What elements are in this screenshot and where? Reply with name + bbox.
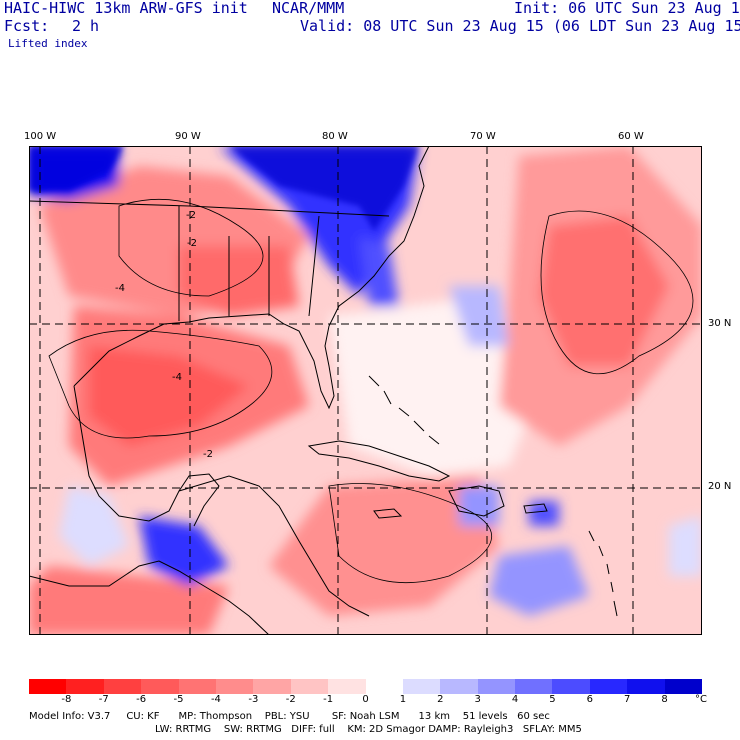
colorbar-tick-label: 7 — [624, 694, 631, 705]
map-frame — [29, 146, 702, 635]
colorbar-swatch — [402, 679, 441, 694]
contour-label: -2 — [186, 210, 196, 221]
colorbar-tick-label: 8 — [661, 694, 668, 705]
contour-label: -4 — [115, 283, 125, 294]
lon-label-60w: 60 W — [618, 131, 644, 142]
forecast-hour: 2 h — [72, 17, 100, 35]
colorbar-tick-label: -2 — [285, 694, 296, 705]
colorbar-tick-label: -6 — [136, 694, 147, 705]
colorbar-swatch — [477, 679, 516, 694]
lon-label-90w: 90 W — [175, 131, 201, 142]
colorbar-tick-label: -4 — [210, 694, 221, 705]
contour-label: -2 — [187, 238, 197, 249]
coastlines — [29, 146, 618, 635]
cold-region-northeast — [229, 146, 419, 231]
lon-label-80w: 80 W — [322, 131, 348, 142]
colorbar-swatch — [552, 679, 591, 694]
forecast-label: Fcst: — [4, 17, 50, 35]
colorbar-swatch — [141, 679, 180, 694]
colorbar-swatch — [515, 679, 553, 694]
colorbar-tick-label: 2 — [437, 694, 444, 705]
colorbar-swatch — [66, 679, 105, 694]
colorbar-swatch — [215, 679, 254, 694]
cold-region-northwest — [29, 146, 124, 191]
colorbar-swatch — [440, 679, 479, 694]
map-title: HAIC-HIWC 13km ARW-GFS init — [4, 0, 248, 17]
init-time: Init: 06 UTC Sun 23 Aug 15 — [514, 0, 740, 17]
colorbar-tick-label: 5 — [549, 694, 556, 705]
colorbar-tick-label: -8 — [61, 694, 72, 705]
colorbar-swatch — [589, 679, 628, 694]
model-info-line2: LW: RRTMG SW: RRTMG DIFF: full KM: 2D Sm… — [155, 724, 582, 735]
colorbar-tick-label: 6 — [586, 694, 594, 705]
colorbar-tick-label: -7 — [98, 694, 109, 705]
colorbar-swatch — [365, 679, 404, 694]
contour-lines — [48, 198, 694, 584]
colorbar-swatch — [627, 679, 666, 694]
colorbar-tick-label: 3 — [474, 694, 481, 705]
model-info-line1: Model Info: V3.7 CU: KF MP: Thompson PBL… — [29, 711, 550, 722]
lat-label-30n: 30 N — [708, 318, 732, 329]
colorbar-swatch — [664, 679, 703, 694]
colorbar-swatch — [103, 679, 142, 694]
colorbar-tick-label: 0 — [362, 694, 369, 705]
valid-time: Valid: 08 UTC Sun 23 Aug 15 (06 LDT Sun … — [300, 17, 740, 35]
colorbar-tick-label: -5 — [173, 694, 184, 705]
colorbar-swatch — [290, 679, 329, 694]
lon-label-100w: 100 W — [24, 131, 57, 142]
colorbar-unit: °C — [695, 694, 707, 705]
colorbar-swatch — [29, 679, 67, 694]
colorbar-swatch — [328, 679, 366, 694]
colorbar-tick-label: 1 — [399, 694, 407, 705]
contour-label-group: -2 -2 -4 -4 -2 — [115, 210, 213, 460]
contour-label: -4 — [172, 372, 182, 383]
colorbar-tick-label: 4 — [511, 694, 519, 705]
lifted-index-map: -2 -2 -4 -4 -2 — [29, 146, 702, 635]
lon-label-70w: 70 W — [470, 131, 496, 142]
colorbar-swatch — [178, 679, 217, 694]
org-label: NCAR/MMM — [272, 0, 345, 17]
colorbar-tick-label: -3 — [248, 694, 259, 705]
colorbar-swatch — [253, 679, 292, 694]
field-name: Lifted index — [8, 37, 88, 50]
colorbar-tick-label: -1 — [323, 694, 334, 705]
lat-label-20n: 20 N — [708, 481, 732, 492]
contour-label: -2 — [203, 449, 213, 460]
